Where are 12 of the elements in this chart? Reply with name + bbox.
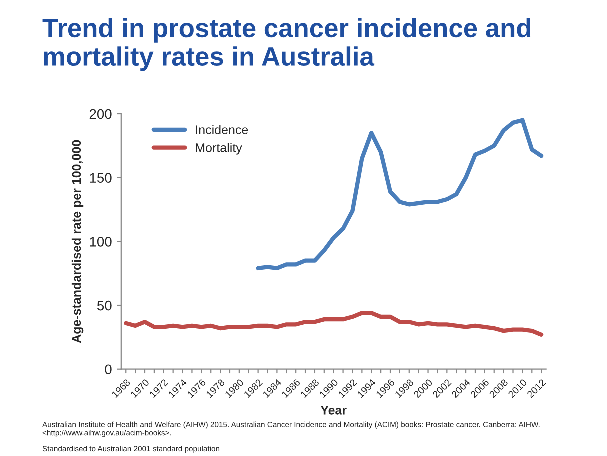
y-tick-label: 150 [90,173,112,184]
y-tick-label: 50 [97,300,112,311]
line-series [124,311,544,337]
line-series [256,118,544,271]
legend-label: Mortality [196,143,242,155]
chart-title: Trend in prostate cancer incidence and mortality rates in Australia [42,18,531,72]
y-tick-label: 100 [90,237,112,247]
x-axis-title: Year [320,406,347,415]
y-tick-label: 0 [105,364,112,375]
legend-label: Incidence [196,125,248,134]
y-tick-label: 200 [90,109,112,120]
y-axis-title: Age-standardised rate per 100,000 [72,140,84,344]
